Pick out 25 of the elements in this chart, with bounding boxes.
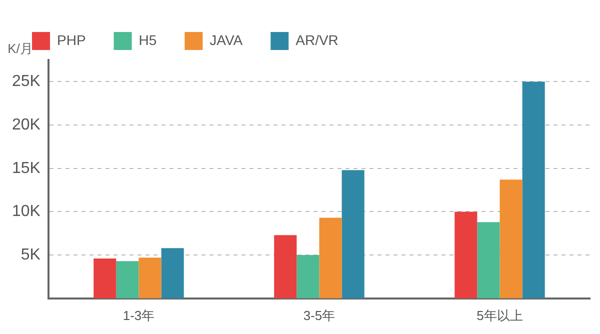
y-axis-title: K/月: [8, 41, 33, 56]
bar: [500, 180, 522, 298]
bar: [274, 235, 297, 298]
y-tick-label: 20K: [12, 116, 41, 134]
bar: [477, 222, 500, 298]
legend-label: H5: [138, 32, 157, 48]
y-tick-label: 25K: [12, 73, 41, 90]
x-tick-label: 5年以上: [476, 308, 523, 323]
legend-label: AR/VR: [296, 32, 338, 48]
bar: [319, 218, 342, 298]
y-tick-label: 10K: [12, 203, 41, 220]
bar: [161, 248, 184, 298]
bar: [342, 170, 364, 298]
y-tick-label: 15K: [12, 160, 41, 177]
bar: [296, 255, 320, 298]
legend-label: PHP: [57, 32, 86, 48]
y-tick-label: 5K: [20, 246, 41, 264]
bar: [138, 258, 162, 298]
bar: [454, 212, 478, 298]
bar: [116, 261, 139, 298]
bar: [522, 82, 545, 298]
bar: [94, 258, 116, 298]
legend-label: JAVA: [210, 32, 244, 48]
x-tick-label: 1-3年: [122, 308, 155, 323]
x-tick-label: 3-5年: [303, 308, 336, 323]
